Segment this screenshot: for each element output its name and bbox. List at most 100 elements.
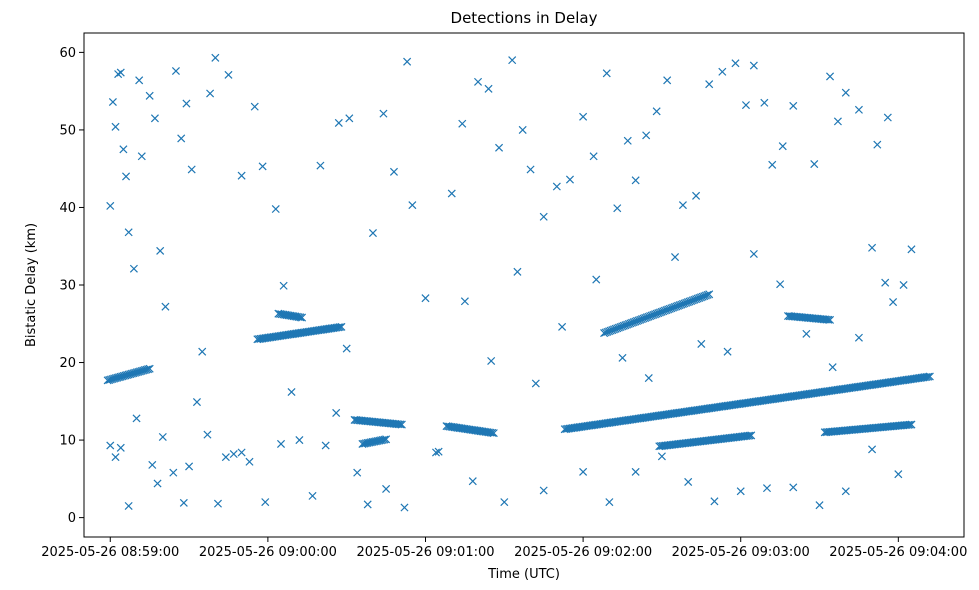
detection-point [211, 53, 220, 62]
detection-point [500, 498, 509, 507]
detection-point [741, 101, 750, 110]
detection-point [116, 443, 125, 452]
detection-point [631, 176, 640, 185]
track-detection-point [394, 420, 403, 429]
detection-point [150, 114, 159, 123]
detection-point [408, 201, 417, 210]
detection-point [723, 347, 732, 356]
detection-point [434, 447, 443, 456]
detection-point [678, 201, 687, 210]
detection-point [731, 59, 740, 68]
x-tick-label: 2025-05-26 09:03:00 [672, 545, 810, 560]
track-detection-point [335, 323, 344, 332]
x-tick-label: 2025-05-26 08:59:00 [41, 545, 179, 560]
detection-point [710, 497, 719, 506]
detection-point [894, 470, 903, 479]
detection-point [198, 347, 207, 356]
detection-point [631, 467, 640, 476]
x-axis-label: Time (UTC) [487, 567, 560, 582]
detection-point [484, 84, 493, 93]
detection-point [579, 112, 588, 121]
detection-point [657, 452, 666, 461]
track-detection-point [824, 315, 833, 324]
detection-point [389, 167, 398, 176]
detection-point [119, 145, 128, 154]
track-detection-point [397, 420, 406, 429]
detection-point [114, 70, 123, 79]
detection-point [308, 491, 317, 500]
detection-point [124, 501, 133, 511]
detection-point [613, 204, 622, 213]
detection-point [258, 162, 267, 171]
detection-point [692, 191, 701, 200]
detection-point [778, 142, 787, 151]
detection-point [460, 297, 469, 306]
detection-point [431, 448, 441, 457]
detection-point [589, 152, 598, 161]
y-tick-label: 60 [59, 46, 76, 61]
detection-point [749, 61, 758, 70]
detection-point [400, 503, 409, 512]
detection-point [368, 229, 377, 238]
detection-point [116, 68, 125, 77]
detection-point [605, 498, 614, 507]
detection-point [749, 249, 758, 259]
detection-point [135, 76, 144, 85]
y-axis-label: Bistatic Delay (km) [24, 223, 39, 347]
detection-point [899, 280, 908, 290]
y-axis: 0 10 20 30 40 50 60 [59, 46, 84, 526]
detection-point [106, 201, 115, 210]
detection-point [111, 122, 120, 131]
detection-point [111, 453, 120, 462]
detection-point [458, 119, 467, 128]
detection-point [403, 57, 412, 66]
track-detection-point [298, 313, 307, 322]
detection-point [169, 468, 178, 477]
detection-point [182, 99, 191, 108]
detection-point [345, 114, 354, 123]
detection-point [565, 175, 574, 184]
detection-point [907, 245, 916, 254]
detection-point [652, 107, 661, 116]
detection-point [137, 152, 146, 161]
y-tick-label: 20 [59, 356, 76, 371]
track-detection-point [380, 435, 389, 444]
x-tick-label: 2025-05-26 09:02:00 [514, 545, 652, 560]
detection-point [539, 212, 548, 221]
detection-point [642, 131, 651, 140]
detection-point [106, 441, 115, 450]
detection-point [833, 117, 842, 126]
detection-point [206, 89, 215, 98]
detection-point [883, 113, 892, 122]
detection-point [271, 204, 280, 214]
detection-point [495, 143, 504, 152]
detection-point [552, 182, 561, 191]
detection-point [153, 479, 162, 488]
track-detection-point [296, 313, 305, 322]
detection-point [789, 483, 798, 492]
detection-point [474, 77, 483, 86]
detection-point [122, 172, 131, 181]
detection-point [224, 70, 233, 79]
detection-point [447, 189, 456, 198]
detection-point [334, 118, 343, 127]
detection-point [108, 97, 117, 107]
detection-point [736, 487, 745, 496]
detection-point [203, 430, 212, 439]
detection-point [718, 67, 727, 76]
detection-point [841, 88, 850, 97]
detection-point [161, 302, 170, 311]
track-detection-point [334, 323, 343, 332]
x-axis: 2025-05-26 08:59:00 2025-05-26 09:00:00 20… [41, 537, 967, 560]
detection-point [697, 339, 706, 348]
detection-point [132, 414, 141, 423]
detection-point [854, 333, 863, 342]
x-tick-label: 2025-05-26 09:00:00 [199, 545, 337, 560]
detection-point [810, 160, 819, 169]
x-tick-label: 2025-05-26 09:01:00 [356, 545, 494, 560]
detection-point [881, 278, 890, 287]
track-detection-point [907, 420, 916, 429]
detection-point [762, 484, 772, 493]
detection-point [156, 246, 165, 255]
